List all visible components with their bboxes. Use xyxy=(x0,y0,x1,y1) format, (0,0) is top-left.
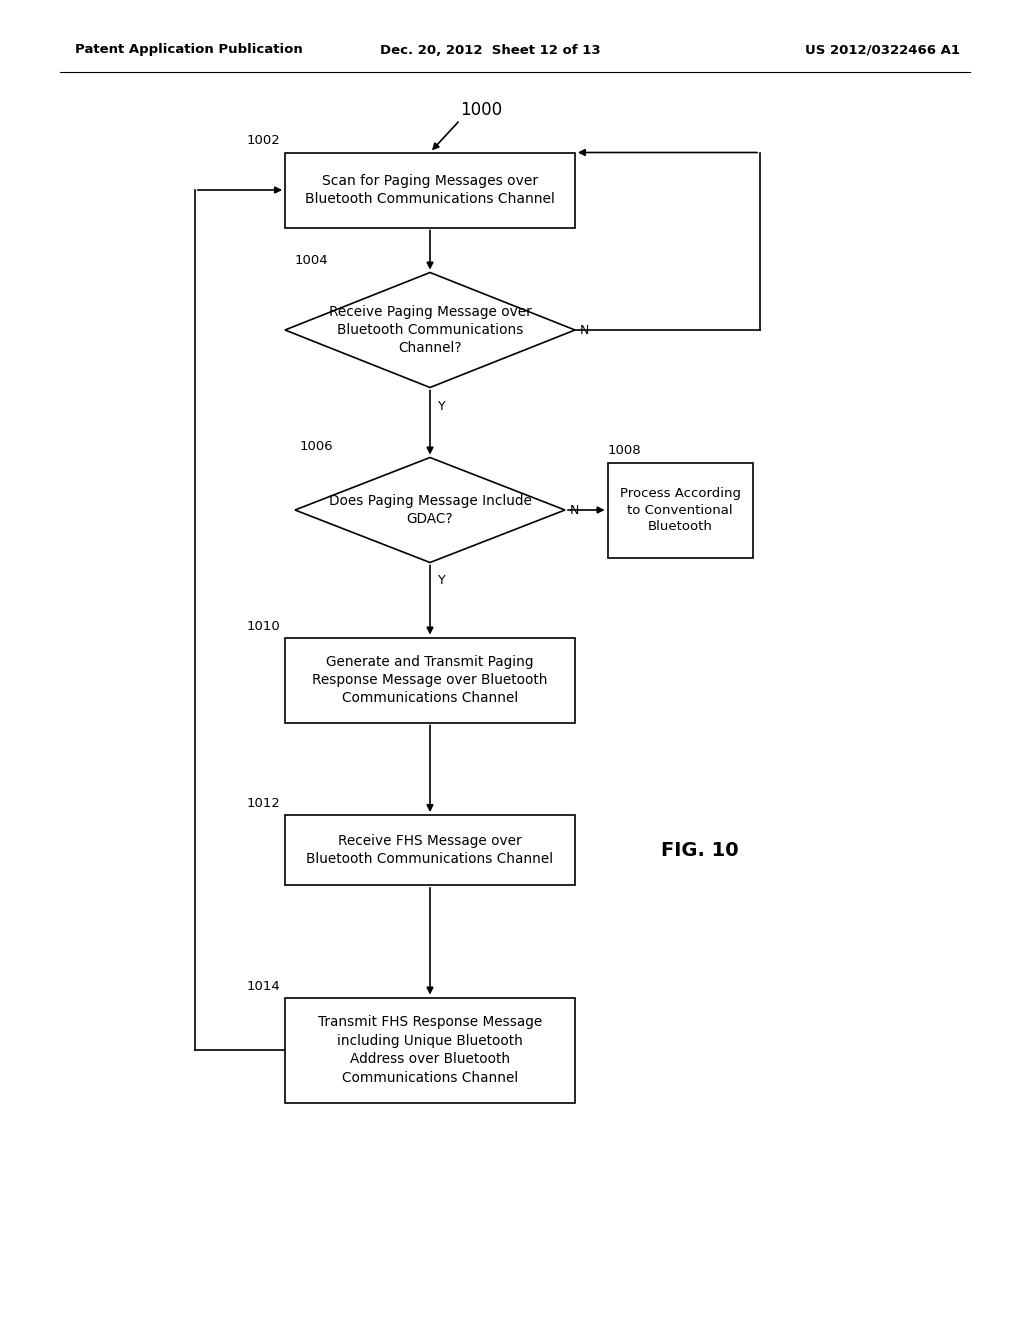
Text: 1014: 1014 xyxy=(246,979,280,993)
Bar xyxy=(285,814,575,884)
Text: Y: Y xyxy=(438,574,445,587)
Text: Scan for Paging Messages over
Bluetooth Communications Channel: Scan for Paging Messages over Bluetooth … xyxy=(305,174,555,206)
Text: US 2012/0322466 A1: US 2012/0322466 A1 xyxy=(805,44,961,57)
Text: N: N xyxy=(580,323,590,337)
Text: Patent Application Publication: Patent Application Publication xyxy=(75,44,303,57)
Bar xyxy=(285,153,575,227)
Text: 1008: 1008 xyxy=(607,445,641,458)
Bar xyxy=(607,462,753,557)
Bar xyxy=(285,638,575,722)
Text: N: N xyxy=(570,503,580,516)
Text: 1006: 1006 xyxy=(300,440,334,453)
Text: Y: Y xyxy=(438,400,445,412)
Bar xyxy=(285,998,575,1102)
Polygon shape xyxy=(295,458,565,562)
Text: 1000: 1000 xyxy=(460,102,502,119)
Text: Transmit FHS Response Message
including Unique Bluetooth
Address over Bluetooth
: Transmit FHS Response Message including … xyxy=(317,1015,542,1085)
Text: FIG. 10: FIG. 10 xyxy=(662,841,738,859)
Text: Receive Paging Message over
Bluetooth Communications
Channel?: Receive Paging Message over Bluetooth Co… xyxy=(329,305,531,355)
Text: 1012: 1012 xyxy=(246,797,280,810)
Text: 1002: 1002 xyxy=(246,135,280,148)
Text: 1010: 1010 xyxy=(246,619,280,632)
Polygon shape xyxy=(285,272,575,388)
Text: Process According
to Conventional
Bluetooth: Process According to Conventional Blueto… xyxy=(620,487,740,533)
Text: 1004: 1004 xyxy=(295,255,329,268)
Text: Does Paging Message Include
GDAC?: Does Paging Message Include GDAC? xyxy=(329,494,531,527)
Text: Generate and Transmit Paging
Response Message over Bluetooth
Communications Chan: Generate and Transmit Paging Response Me… xyxy=(312,655,548,705)
Text: Dec. 20, 2012  Sheet 12 of 13: Dec. 20, 2012 Sheet 12 of 13 xyxy=(380,44,600,57)
Text: Receive FHS Message over
Bluetooth Communications Channel: Receive FHS Message over Bluetooth Commu… xyxy=(306,834,554,866)
